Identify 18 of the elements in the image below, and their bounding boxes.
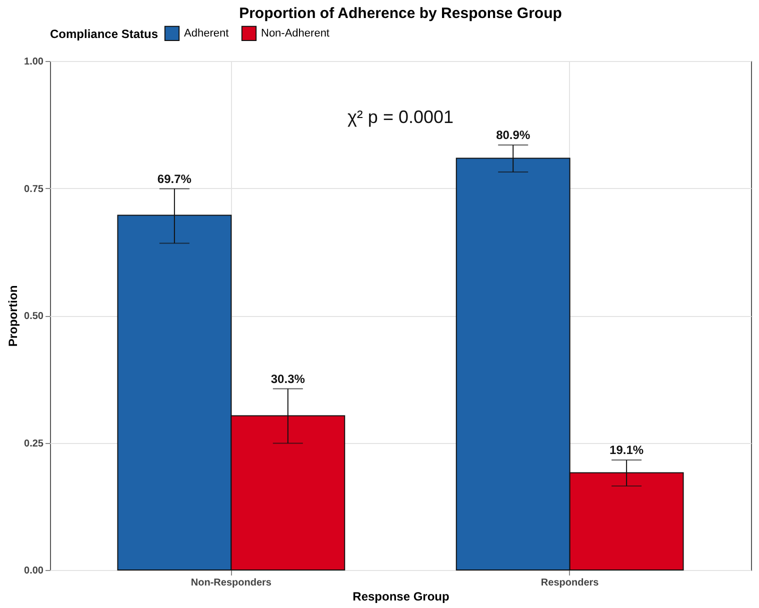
data-label: 69.7% <box>157 172 192 186</box>
x-tick-label: Non-Responders <box>190 578 272 588</box>
data-label: 80.9% <box>496 128 530 142</box>
legend-label: Adherent <box>184 27 229 40</box>
chart-title: Proportion of Adherence by Response Group <box>239 5 562 22</box>
y-tick-label: 1.00 <box>24 56 44 68</box>
data-label: 30.3% <box>270 372 306 386</box>
y-tick-label: 0.75 <box>24 184 44 195</box>
y-tick-label: 0.25 <box>24 438 44 450</box>
x-axis-title: Response Group <box>352 590 450 604</box>
y-tick-label: 0.00 <box>24 566 44 576</box>
legend-label: Non-Adherent <box>261 27 330 40</box>
y-axis-title: Proportion <box>6 285 20 347</box>
y-tick-label: 0.50 <box>24 311 44 322</box>
annotation: χ² p = 0.0001 <box>347 107 454 127</box>
legend-title: Compliance Status <box>50 27 158 41</box>
x-tick-label: Responders <box>540 578 600 588</box>
data-label: 19.1% <box>610 443 644 458</box>
